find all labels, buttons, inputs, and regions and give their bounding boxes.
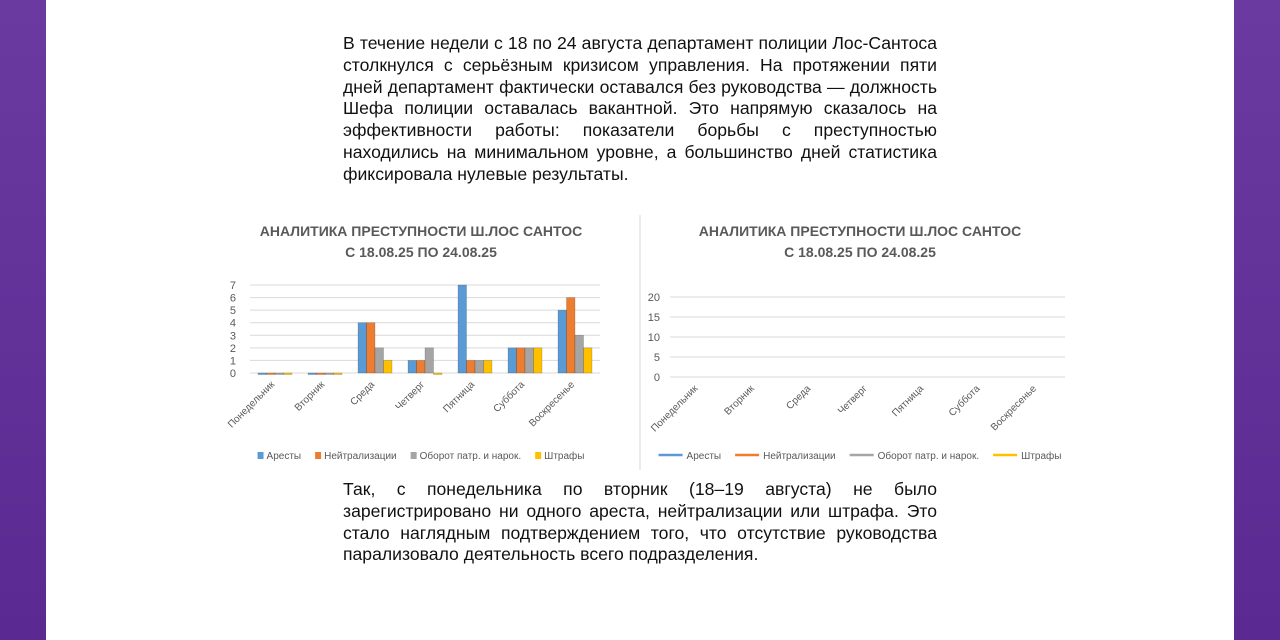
legend-marker xyxy=(410,452,417,459)
y-tick-label: 2 xyxy=(230,343,236,355)
legend-marker xyxy=(535,452,542,459)
bar xyxy=(457,284,467,374)
x-tick-label: Вторник xyxy=(723,383,758,418)
x-tick-label: Пятница xyxy=(890,383,926,419)
legend-label: Аресты xyxy=(267,451,302,462)
bar xyxy=(283,372,293,375)
bar xyxy=(566,297,576,374)
bar xyxy=(524,347,534,374)
legend-marker xyxy=(315,452,322,459)
x-tick-label: Понедельник xyxy=(649,383,700,434)
y-tick-label: 6 xyxy=(230,293,236,305)
legend-label: Оборот патр. и нарок. xyxy=(878,450,980,462)
x-tick-label: Пятница xyxy=(441,379,477,415)
bar xyxy=(333,372,343,375)
x-tick-label: Воскресенье xyxy=(989,383,1039,433)
x-tick-label: Суббота xyxy=(946,382,982,418)
bar xyxy=(266,372,276,375)
bar xyxy=(574,334,584,374)
bar xyxy=(316,372,326,375)
x-tick-label: Среда xyxy=(785,383,814,412)
bar xyxy=(383,360,393,374)
bar xyxy=(583,347,593,374)
bar xyxy=(483,360,493,374)
y-tick-label: 10 xyxy=(648,332,660,344)
chart-subtitle: С 18.08.25 ПО 24.08.25 xyxy=(345,244,497,260)
x-tick-label: Воскресенье xyxy=(527,379,577,429)
y-tick-label: 20 xyxy=(648,292,660,304)
bar xyxy=(357,322,367,374)
bar xyxy=(324,372,334,375)
legend-label: Нейтрализации xyxy=(763,451,836,462)
bar xyxy=(516,347,526,374)
y-tick-label: 5 xyxy=(654,352,660,364)
bar xyxy=(507,347,517,374)
y-tick-label: 3 xyxy=(230,330,236,342)
bar xyxy=(416,360,426,374)
bar xyxy=(474,360,484,374)
bar xyxy=(366,322,376,374)
legend-label: Штрафы xyxy=(1021,450,1061,462)
side-panel xyxy=(1234,0,1280,640)
legend-label: Аресты xyxy=(687,451,722,462)
x-tick-label: Понедельник xyxy=(226,379,277,430)
x-tick-label: Вторник xyxy=(293,379,328,414)
y-tick-label: 15 xyxy=(648,312,660,324)
bar xyxy=(424,347,434,374)
bar xyxy=(466,360,476,374)
paragraph: В течение недели с 18 по 24 августа депа… xyxy=(343,33,937,184)
paragraph: Так, с понедельника по вторник (18–19 ав… xyxy=(343,479,937,565)
legend-label: Штрафы xyxy=(544,450,584,462)
bar xyxy=(374,347,384,374)
y-tick-label: 5 xyxy=(230,305,236,317)
chart-title: АНАЛИТИКА ПРЕСТУПНОСТИ Ш.ЛОС САНТОС xyxy=(699,223,1022,239)
x-tick-label: Четверг xyxy=(836,383,870,417)
chart-subtitle: С 18.08.25 ПО 24.08.25 xyxy=(784,244,936,260)
x-tick-label: Среда xyxy=(348,379,377,408)
chart-title: АНАЛИТИКА ПРЕСТУПНОСТИ Ш.ЛОС САНТОС xyxy=(260,223,583,239)
y-tick-label: 7 xyxy=(230,280,236,292)
y-tick-label: 0 xyxy=(230,368,236,380)
bar xyxy=(307,372,317,375)
bar xyxy=(533,347,543,374)
x-tick-label: Четверг xyxy=(394,379,428,413)
bar xyxy=(557,309,567,374)
legend-label: Нейтрализации xyxy=(324,451,397,462)
legend-marker xyxy=(257,452,264,459)
x-tick-label: Суббота xyxy=(491,378,527,414)
y-tick-label: 0 xyxy=(654,372,660,384)
side-panel xyxy=(0,0,46,640)
bar xyxy=(274,372,284,375)
y-tick-label: 4 xyxy=(230,318,236,330)
bar xyxy=(433,372,443,375)
y-tick-label: 1 xyxy=(230,355,236,367)
bar xyxy=(407,360,417,374)
legend-label: Оборот патр. и нарок. xyxy=(420,450,522,462)
bar xyxy=(257,372,267,375)
